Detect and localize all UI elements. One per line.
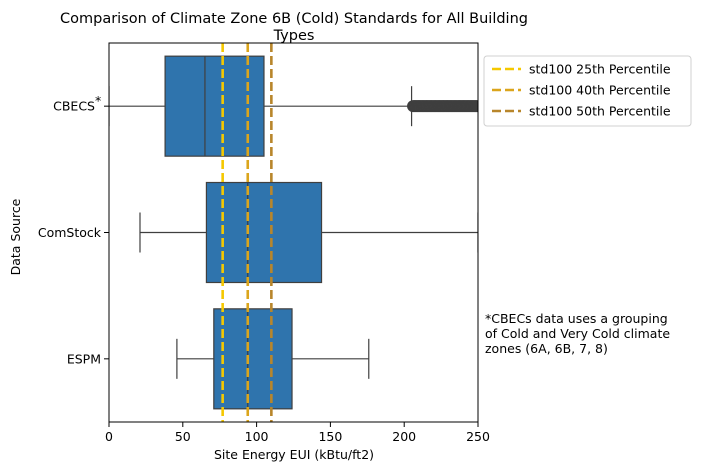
outliers — [407, 100, 478, 113]
y-tick-label: CBECS — [53, 99, 95, 114]
legend-label: std100 25th Percentile — [529, 62, 671, 77]
box — [213, 308, 293, 410]
legend-label: std100 40th Percentile — [529, 83, 671, 98]
plot-inner — [109, 43, 478, 422]
footnote-line: of Cold and Very Cold climate — [485, 326, 671, 341]
plot-area — [108, 42, 479, 423]
box-comstock — [139, 181, 478, 284]
y-tick-marker: * — [95, 93, 101, 108]
x-tick-label: 200 — [392, 429, 416, 444]
x-tick-label: 50 — [175, 429, 191, 444]
box — [205, 181, 323, 284]
box-espm — [176, 308, 370, 410]
box-cbecs — [109, 55, 478, 157]
outlier-point — [470, 100, 478, 113]
footnote: *CBECs data uses a grouping of Cold and … — [485, 311, 670, 356]
y-axis: CBECS * ComStock ESPM — [38, 93, 109, 366]
legend-label: std100 50th Percentile — [529, 104, 671, 119]
x-tick-label: 250 — [466, 429, 490, 444]
x-tick-label: 150 — [318, 429, 342, 444]
x-axis: 0 50 100 150 200 250 — [105, 422, 490, 444]
y-tick-label: ESPM — [67, 351, 101, 366]
box — [164, 55, 265, 157]
chart-title: Comparison of Climate Zone 6B (Cold) Sta… — [60, 11, 528, 44]
x-axis-label: Site Energy EUI (kBtu/ft2) — [214, 447, 374, 462]
legend-frame — [483, 55, 692, 127]
y-axis-label: Data Source — [8, 198, 23, 275]
footnote-line: *CBECs data uses a grouping — [485, 311, 668, 326]
y-tick-label: ComStock — [38, 225, 102, 240]
x-tick-label: 100 — [245, 429, 269, 444]
legend: std100 25th Percentile std100 40th Percen… — [483, 55, 692, 127]
title-line: Comparison of Climate Zone 6B (Cold) Sta… — [60, 11, 528, 27]
title-line: Types — [273, 28, 315, 44]
x-tick-label: 0 — [105, 429, 113, 444]
footnote-line: zones (6A, 6B, 7, 8) — [485, 341, 608, 356]
